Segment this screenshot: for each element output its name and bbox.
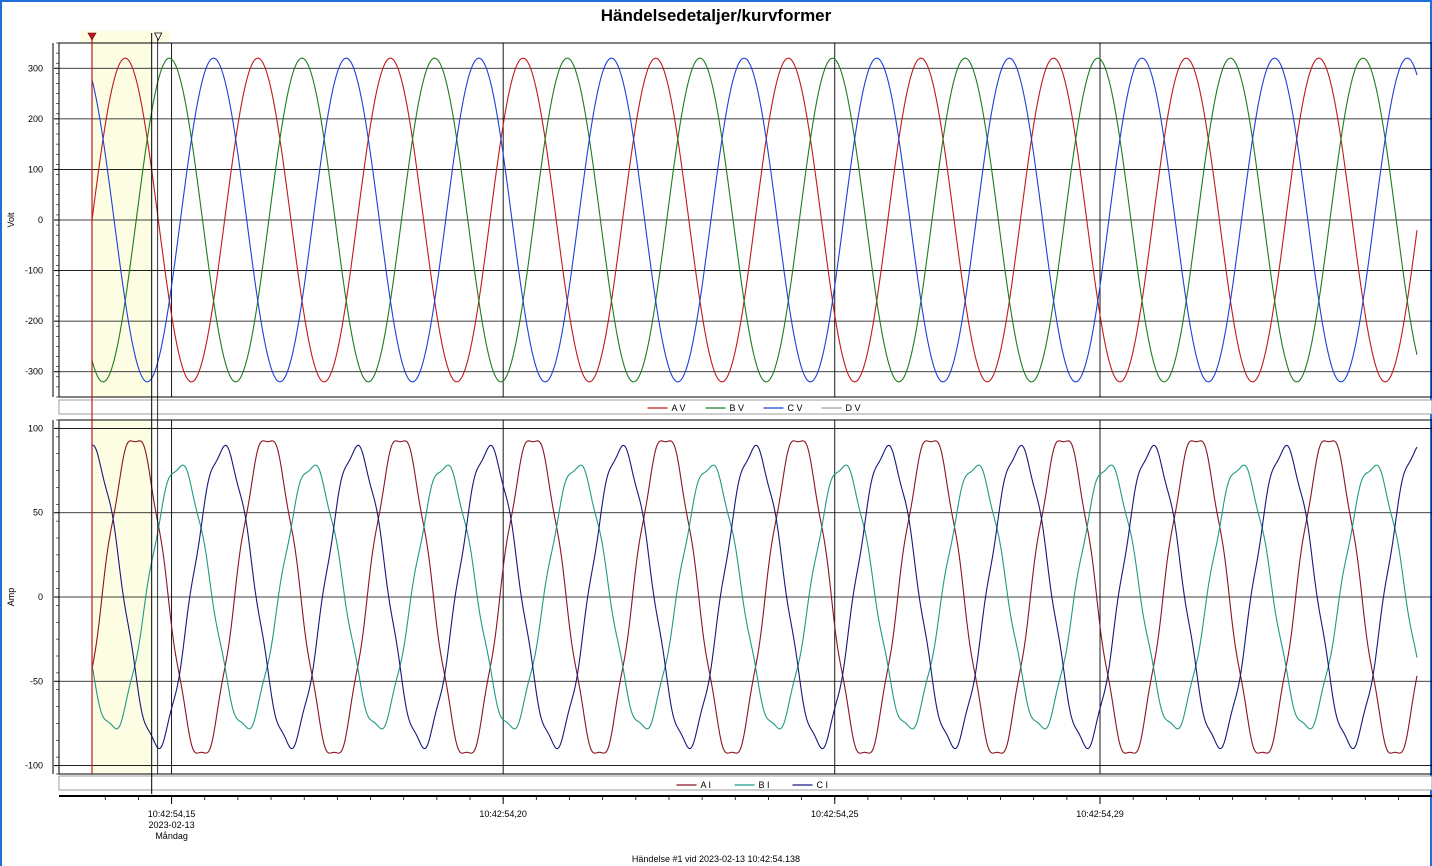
- y-tick-label: -200: [25, 316, 43, 326]
- legend-label: A I: [701, 780, 712, 790]
- y-tick-label: 100: [28, 164, 43, 174]
- series-line-c-i: [91, 444, 1418, 750]
- trigger-marker-icon: [87, 32, 97, 41]
- y-tick-label: 300: [28, 63, 43, 73]
- y-axis-label: Amp: [6, 588, 16, 607]
- y-axis-label: Volt: [6, 212, 16, 228]
- legend-label: B V: [730, 403, 745, 413]
- series-line-a-i: [91, 440, 1418, 754]
- series-line-a-v: [91, 57, 1418, 383]
- legend-label: B I: [759, 780, 770, 790]
- x-tick-label: 10:42:54,29: [1076, 809, 1124, 819]
- y-tick-label: 0: [38, 215, 43, 225]
- x-tick-label: 10:42:54,20: [479, 809, 527, 819]
- cursor-header-band: [80, 31, 170, 43]
- legend-label: A V: [672, 403, 686, 413]
- y-tick-label: 0: [38, 592, 43, 602]
- x-tick-label: 10:42:54,15: [148, 809, 196, 819]
- event-caption: Händelse #1 vid 2023-02-13 10:42:54.138: [631, 854, 801, 864]
- legend-box-2: [58, 775, 1432, 791]
- x-tick-label: 2023-02-13: [149, 820, 195, 830]
- y-tick-label: -100: [25, 761, 43, 771]
- y-tick-label: 50: [33, 508, 43, 518]
- chart-title: Händelsedetaljer/kurvformer: [600, 6, 832, 25]
- y-tick-label: 100: [28, 423, 43, 433]
- x-tick-label: 10:42:54,25: [811, 809, 859, 819]
- cursor-marker-icon: [154, 32, 163, 41]
- y-tick-label: -50: [30, 676, 43, 686]
- series-line-b-v: [91, 57, 1418, 383]
- series-line-b-i: [91, 464, 1418, 730]
- y-tick-label: -100: [25, 266, 43, 276]
- series-line-c-v: [91, 57, 1418, 383]
- y-tick-label: -300: [25, 367, 43, 377]
- legend-label: D V: [846, 403, 861, 413]
- legend-label: C V: [788, 403, 803, 413]
- legend-label: C I: [817, 780, 829, 790]
- y-tick-label: 200: [28, 114, 43, 124]
- legend-box-1: [58, 399, 1432, 415]
- x-tick-label: Måndag: [155, 831, 188, 841]
